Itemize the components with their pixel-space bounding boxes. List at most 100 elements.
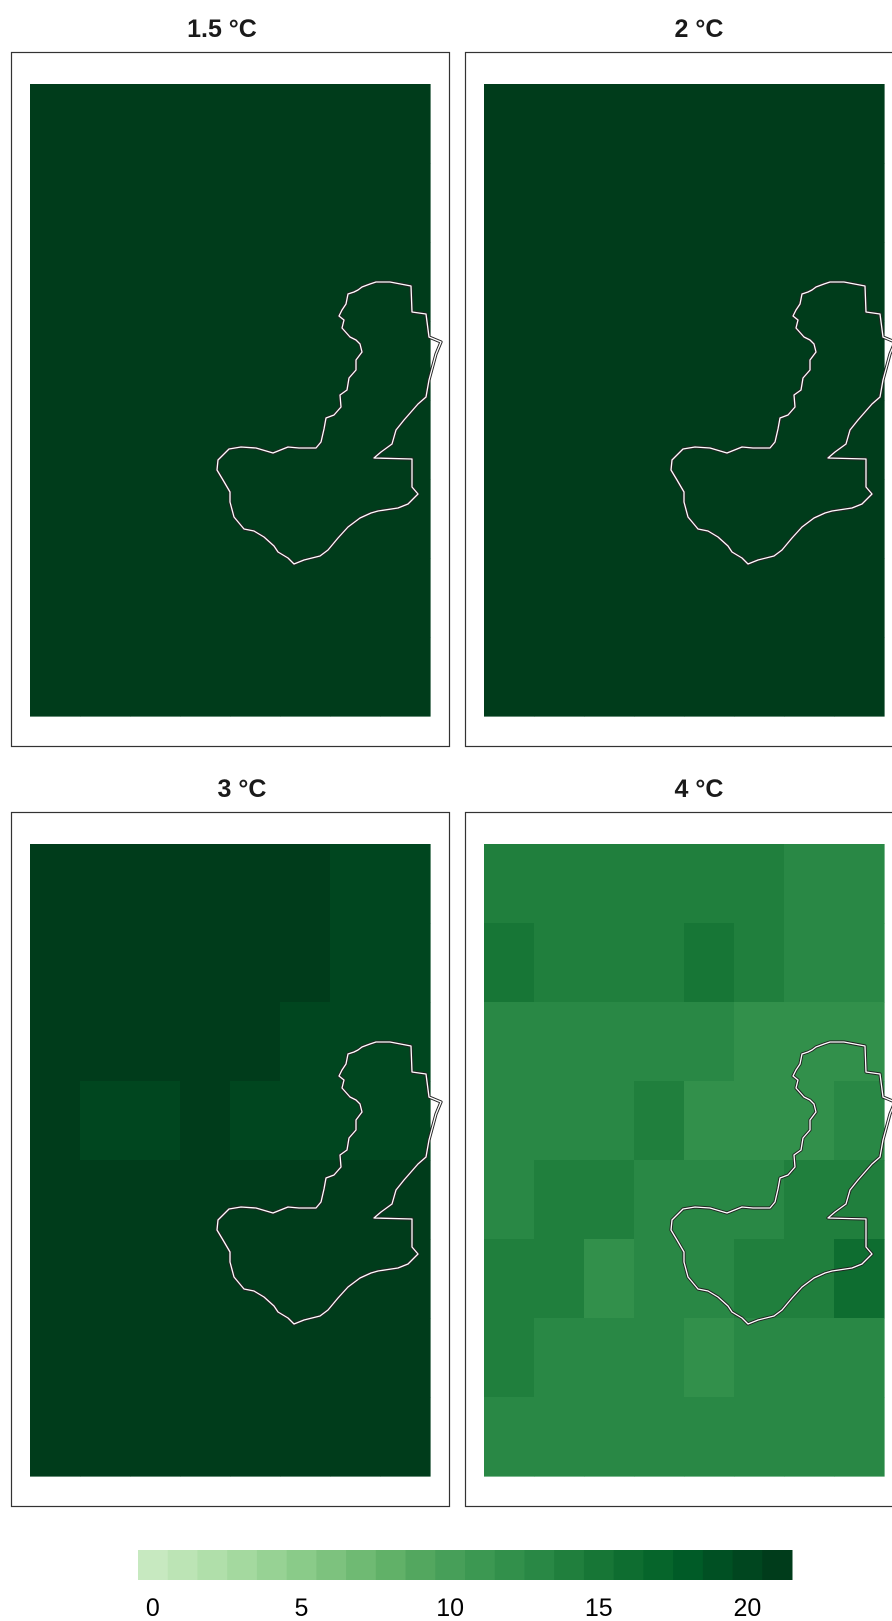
heatmap-cell (180, 242, 231, 322)
colorbar-tick-label: 0 (146, 1594, 160, 1621)
heatmap-cell (734, 844, 785, 924)
colorbar-swatch (465, 1550, 496, 1580)
heatmap-cell (734, 321, 785, 401)
heatmap-cell (280, 637, 331, 717)
heatmap-cell (30, 321, 81, 401)
heatmap-cell (30, 558, 81, 638)
heatmap-cell (834, 400, 885, 480)
colorbar-swatch (702, 1550, 734, 1580)
heatmap-cell (80, 1318, 131, 1398)
heatmap-cell (584, 1002, 635, 1082)
heatmap-cell (784, 637, 835, 717)
heatmap-cell (684, 1002, 735, 1082)
heatmap-cell (30, 1397, 81, 1477)
heatmap-cell (484, 558, 535, 638)
heatmap-cell (634, 558, 685, 638)
heatmap-cell (30, 400, 81, 480)
heatmap-cell (30, 1002, 81, 1082)
heatmap-cell (484, 400, 535, 480)
heatmap-cell (30, 1318, 81, 1398)
heatmap-cell (834, 637, 885, 717)
heatmap-cell (30, 163, 81, 243)
heatmap-cell (380, 923, 431, 1003)
heatmap-cell (684, 844, 735, 924)
heatmap-cell (230, 400, 281, 480)
heatmap-cell (834, 1397, 885, 1477)
heatmap-cell (80, 400, 131, 480)
heatmap-cell (230, 163, 281, 243)
heatmap-cell (30, 242, 81, 322)
colorbar-swatch (227, 1550, 258, 1580)
heatmap-cell (280, 479, 331, 559)
colorbar-swatches (138, 1550, 793, 1580)
heatmap-cell (634, 1002, 685, 1082)
heatmap-cell (584, 1318, 635, 1398)
colorbar-swatch (673, 1550, 704, 1580)
heatmap-cell (80, 242, 131, 322)
panel-2: 3 °C (10, 775, 451, 1508)
heatmap-cell (130, 923, 181, 1003)
heatmap-cells (30, 844, 431, 1477)
panel-3: 4 °C (464, 775, 892, 1508)
heatmap-cell (484, 321, 535, 401)
heatmap-cell (634, 84, 685, 164)
colorbar-swatch (346, 1550, 377, 1580)
heatmap-cell (684, 637, 735, 717)
heatmap-cell (684, 163, 735, 243)
heatmap-cell (784, 1397, 835, 1477)
heatmap-cell (634, 844, 685, 924)
heatmap-cell (280, 321, 331, 401)
heatmap-cell (80, 163, 131, 243)
heatmap-cell (80, 1239, 131, 1319)
heatmap-cell (180, 558, 231, 638)
heatmap-cell (80, 637, 131, 717)
heatmap-cell (534, 400, 585, 480)
heatmap-cell (684, 1081, 735, 1161)
heatmap-cell (30, 1239, 81, 1319)
heatmap-cell (280, 242, 331, 322)
heatmap-cell (30, 479, 81, 559)
heatmap-cell (180, 1318, 231, 1398)
heatmap-cell (684, 558, 735, 638)
heatmap-cell (534, 1081, 585, 1161)
heatmap-cell (484, 1002, 535, 1082)
colorbar-swatch (138, 1550, 169, 1580)
heatmap-cell (230, 1318, 281, 1398)
panel-0: 1.5 °C (10, 15, 451, 748)
heatmap-cell (834, 163, 885, 243)
heatmap-cell (130, 84, 181, 164)
colorbar-swatch (316, 1550, 347, 1580)
heatmap-cell (130, 1397, 181, 1477)
colorbar-tick-label: 10 (436, 1594, 464, 1621)
heatmap-cell (684, 321, 735, 401)
heatmap-cell (80, 1081, 131, 1161)
heatmap-cell (734, 242, 785, 322)
heatmap-cell (230, 321, 281, 401)
heatmap-cell (80, 558, 131, 638)
heatmap-cell (684, 242, 735, 322)
heatmap-cell (634, 1160, 685, 1240)
heatmap-cell (380, 163, 431, 243)
heatmap-cell (684, 1318, 735, 1398)
heatmap-cell (330, 1160, 381, 1240)
heatmap-cells (484, 84, 885, 717)
heatmap-cell (584, 242, 635, 322)
colorbar-tick-label: 5 (295, 1594, 309, 1621)
heatmap-cell (534, 242, 585, 322)
heatmap-cell (584, 923, 635, 1003)
heatmap-cell (380, 1318, 431, 1398)
heatmap-cell (584, 84, 635, 164)
heatmap-cell (484, 923, 535, 1003)
heatmap-cell (330, 163, 381, 243)
heatmap-cell (280, 558, 331, 638)
heatmap-cell (734, 1397, 785, 1477)
heatmap-cell (784, 923, 835, 1003)
heatmap-cell (330, 400, 381, 480)
heatmap-cell (534, 1397, 585, 1477)
heatmap-cell (180, 923, 231, 1003)
heatmap-cell (734, 1081, 785, 1161)
heatmap-cell (380, 1160, 431, 1240)
heatmap-cell (734, 84, 785, 164)
heatmap-cell (784, 558, 835, 638)
colorbar: 0 5 10 15 20 (138, 1550, 793, 1621)
